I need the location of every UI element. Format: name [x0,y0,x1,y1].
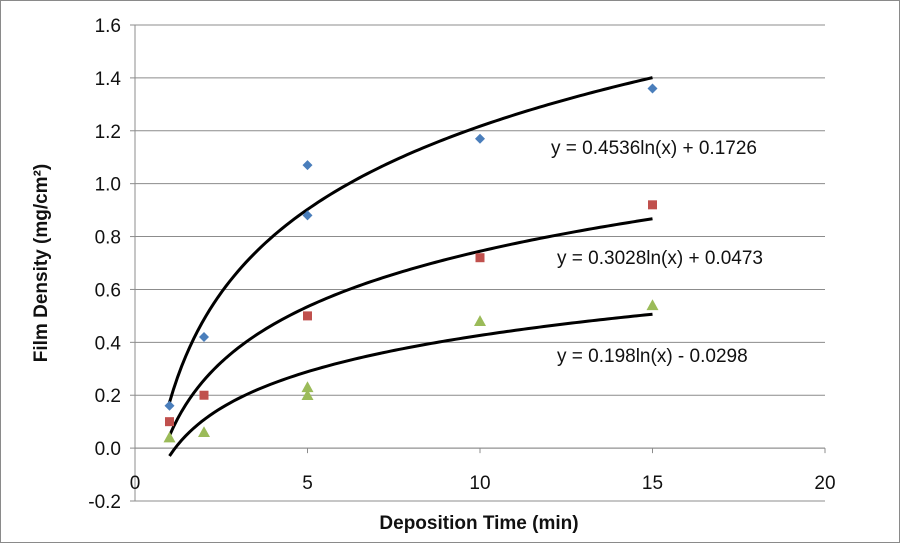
y-tick-label: 1.4 [95,69,122,90]
x-tick-label: 5 [302,473,313,494]
triangle-point-series-3 [163,431,176,443]
trendline-equation-series-3: y = 0.198ln(x) - 0.0298 [557,346,748,367]
triangle-point-series-3 [301,389,314,401]
y-tick-label: 1.6 [95,16,121,37]
square-point-series-2 [165,417,174,427]
square-point-series-2 [303,311,312,321]
diamond-point-series-1 [164,400,175,411]
x-tick-label: 20 [814,473,835,494]
labels: Deposition Time (min) Film Density (mg/c… [31,138,763,534]
diamond-point-series-1 [475,133,485,144]
square-point-series-2 [475,253,485,263]
diamond-point-series-1 [302,210,313,221]
y-tick-label: 0.2 [95,386,121,407]
trendline-series-1 [168,76,653,403]
y-tick-label: 0.8 [95,228,121,249]
y-tick-label: 1.0 [95,175,121,196]
trendline-series-2 [168,217,653,437]
trendlines [168,76,653,457]
data-points [163,83,659,443]
diamond-point-series-1 [647,83,658,94]
square-point-series-2 [648,200,657,210]
triangle-point-series-3 [646,299,659,311]
trendline-equation-series-2: y = 0.3028ln(x) + 0.0473 [557,248,763,269]
y-axis-title: Film Density (mg/cm²) [31,164,52,362]
square-point-series-2 [199,390,209,400]
trendline-equation-series-1: y = 0.4536ln(x) + 0.1726 [551,138,757,159]
y-tick-label: 0.4 [95,333,122,354]
x-axis-title: Deposition Time (min) [379,513,578,534]
x-tick-label: 10 [469,473,490,494]
x-tick-label: 0 [130,473,141,494]
diamond-point-series-1 [302,160,313,171]
y-tick-label: -0.2 [88,492,121,513]
diamond-point-series-1 [199,332,209,343]
triangle-point-series-3 [301,381,314,393]
x-tick-label: 15 [642,473,663,494]
y-tick-label: 1.2 [95,122,121,143]
y-tick-label: 0.6 [95,280,121,301]
triangle-point-series-3 [198,426,210,438]
triangle-point-series-3 [474,315,486,326]
y-tick-label: 0.0 [95,439,121,460]
axes: -0.2 0.0 0.2 0.4 0.6 0.8 1.0 1.2 1.4 1.6 0 5 10 15 20 [88,16,835,513]
trendline-series-3 [168,312,653,457]
